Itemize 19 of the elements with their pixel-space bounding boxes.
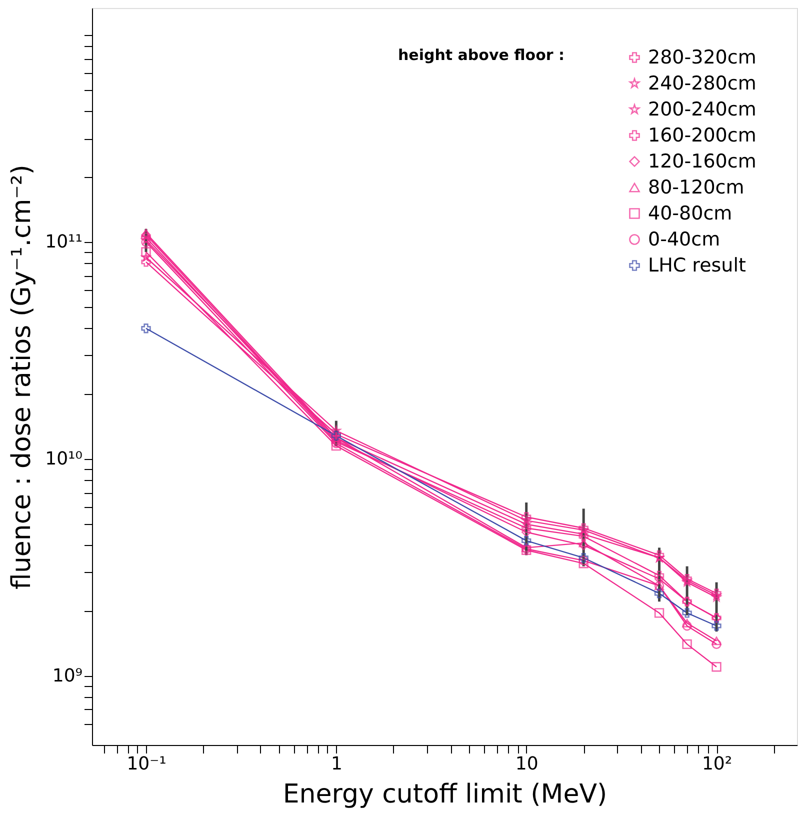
legend-label: LHC result <box>648 254 746 276</box>
legend-label: 200-240cm <box>648 98 756 120</box>
y-axis-title: fluence : dose ratios (Gy⁻¹.cm⁻²) <box>7 164 38 590</box>
legend-label: 120-160cm <box>648 150 756 172</box>
x-tick-label: 1 <box>330 754 342 774</box>
legend-label: 40-80cm <box>648 202 732 224</box>
y-tick-label: 10⁹ <box>52 665 82 686</box>
x-tick-label: 10⁻¹ <box>126 754 166 774</box>
x-tick-label: 10 <box>515 754 538 774</box>
y-tick-label: 10¹¹ <box>45 232 82 253</box>
x-axis-title: Energy cutoff limit (MeV) <box>282 780 608 810</box>
legend-title: height above floor : <box>398 46 564 64</box>
legend-label: 0-40cm <box>648 228 720 250</box>
legend-label: 80-120cm <box>648 176 744 198</box>
legend-label: 240-280cm <box>648 72 756 94</box>
x-tick-label: 10² <box>702 754 732 774</box>
legend-label: 280-320cm <box>648 46 756 68</box>
y-tick-label: 10¹⁰ <box>45 448 82 470</box>
legend-label: 160-200cm <box>648 124 756 146</box>
